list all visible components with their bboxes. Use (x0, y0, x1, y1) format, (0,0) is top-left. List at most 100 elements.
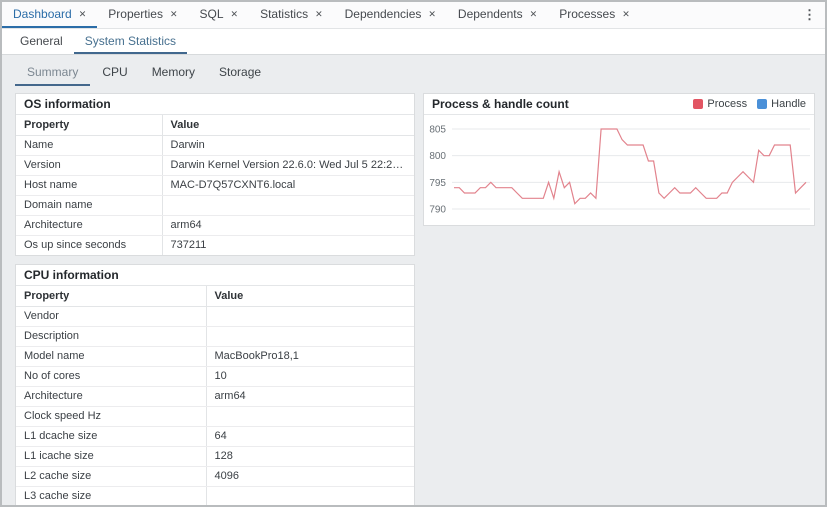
value-cell: 737211 (170, 239, 207, 252)
panels-layout: OS information Property Value Name Darwin Ve… (15, 93, 815, 505)
main-tab-bar: Dashboard ✕ Properties ✕ SQL ✕ Statistics ✕ Depe… (2, 2, 825, 29)
tab-statistics[interactable]: Statistics ✕ (249, 2, 334, 28)
cpu-information-table: Property Value Vendor Description Model name… (16, 286, 414, 505)
tab-dependencies[interactable]: Dependencies ✕ (334, 2, 447, 28)
os-information-title: OS information (24, 97, 111, 111)
legend-item-process[interactable]: Process (693, 98, 747, 110)
tab-label: Properties (108, 7, 163, 21)
legend-label: Handle (771, 98, 806, 110)
chart-legend: Process Handle (693, 98, 806, 110)
os-information-panel: OS information Property Value Name Darwin Ve… (15, 93, 415, 256)
table-row: L3 cache size (16, 486, 414, 505)
value-cell: 128 (206, 446, 414, 467)
y-axis-tick-label: 790 (429, 205, 446, 216)
tab-label: System Statistics (84, 33, 177, 48)
tab-dashboard[interactable]: Dashboard ✕ (2, 2, 98, 28)
table-row: Domain name (16, 195, 414, 216)
value-cell (206, 326, 414, 347)
value-cell (206, 306, 414, 327)
tab-storage[interactable]: Storage (207, 61, 273, 86)
property-cell: Os up since seconds (16, 235, 163, 255)
property-cell: No of cores (16, 366, 207, 387)
close-tab-icon[interactable]: ✕ (230, 8, 239, 19)
close-tab-icon[interactable]: ✕ (622, 8, 630, 19)
property-cell: L1 icache size (16, 446, 207, 467)
left-column: OS information Property Value Name Darwin Ve… (15, 93, 415, 505)
table-row: Vendor (16, 306, 414, 327)
column-header-property: Property (16, 115, 163, 136)
tab-system-statistics[interactable]: System Statistics (73, 29, 188, 54)
dashboard-view-tab-bar: General System Statistics (2, 29, 825, 55)
tab-dependents[interactable]: Dependents ✕ (447, 2, 548, 28)
column-header-value: Value (162, 115, 414, 136)
table-row: Clock speed Hz (16, 406, 414, 427)
tab-sql[interactable]: SQL ✕ (189, 2, 250, 28)
line-chart-svg: 805 800 795 790 (429, 125, 810, 216)
table-row: L2 cache size 4096 (16, 466, 414, 487)
value-cell: 10 (206, 366, 414, 387)
property-cell: Description (16, 326, 207, 347)
close-tab-icon[interactable]: ✕ (315, 8, 323, 19)
table-row: Host name MAC-D7Q57CXNT6.local (16, 175, 414, 196)
os-information-header: OS information (16, 94, 414, 115)
property-cell: Architecture (16, 386, 207, 407)
process-handle-title: Process & handle count (432, 97, 569, 111)
value-cell: arm64 (162, 215, 414, 236)
property-cell: Host name (16, 175, 163, 196)
tab-label: Statistics (260, 7, 309, 21)
process-handle-header: Process & handle count Process Handle (424, 94, 814, 115)
system-statistics-content: Summary CPU Memory Storage OS information P… (2, 55, 825, 505)
close-tab-icon[interactable]: ✕ (428, 8, 436, 19)
tab-label: Dependencies (344, 7, 422, 21)
value-cell (206, 486, 414, 505)
property-cell: L3 cache size (16, 486, 207, 505)
tab-label: Memory (151, 65, 196, 79)
property-cell: Name (16, 135, 163, 156)
column-header-property: Property (16, 286, 207, 307)
close-tab-icon[interactable]: ✕ (78, 8, 87, 19)
right-column: Process & handle count Process Handle 805… (423, 93, 815, 226)
statistics-section-tab-bar: Summary CPU Memory Storage (15, 61, 815, 86)
property-cell: Clock speed Hz (16, 406, 207, 427)
tab-processes[interactable]: Processes ✕ (548, 2, 641, 28)
column-header-value: Value (206, 286, 414, 307)
table-row: Architecture arm64 (16, 386, 414, 407)
y-axis-tick-label: 800 (429, 151, 446, 162)
table-row: Model name MacBookPro18,1 (16, 346, 414, 367)
y-axis-tick-label: 805 (429, 125, 446, 136)
property-cell: L1 dcache size (16, 426, 207, 447)
property-cell: Domain name (16, 195, 163, 216)
os-information-table: Property Value Name Darwin Version Darwin Ker… (16, 115, 414, 255)
table-header-row: Property Value (16, 115, 414, 136)
property-cell: Vendor (16, 306, 207, 327)
table-row: Version Darwin Kernel Version 22.6.0: Wed… (16, 155, 414, 176)
close-tab-icon[interactable]: ✕ (169, 8, 178, 19)
table-row: L1 dcache size 64 (16, 426, 414, 447)
close-tab-icon[interactable]: ✕ (529, 8, 538, 19)
property-cell: Version (16, 155, 163, 176)
value-cell: 4096 (206, 466, 414, 487)
table-row: Name Darwin (16, 135, 414, 156)
table-row: L1 icache size 128 (16, 446, 414, 467)
tab-general[interactable]: General (9, 29, 74, 54)
value-cell: MAC-D7Q57CXNT6.local (162, 175, 414, 196)
tab-memory[interactable]: Memory (140, 61, 207, 86)
tab-summary[interactable]: Summary (15, 61, 91, 86)
process-handle-panel: Process & handle count Process Handle 805… (423, 93, 815, 226)
value-cell (206, 406, 414, 427)
property-cell: Model name (16, 346, 207, 367)
tab-label: General (20, 33, 63, 48)
value-cell: Darwin Kernel Version 22.6.0: Wed Jul 5 … (162, 155, 414, 176)
tab-properties[interactable]: Properties ✕ (97, 2, 188, 28)
tab-label: Storage (219, 65, 262, 79)
kebab-menu-icon[interactable]: ⋮ (803, 7, 816, 22)
legend-item-handle[interactable]: Handle (757, 98, 806, 110)
tab-cpu[interactable]: CPU (90, 61, 139, 86)
tab-label: Summary (27, 65, 79, 79)
value-cell: arm64 (206, 386, 414, 407)
process-handle-chart: 805 800 795 790 (424, 115, 814, 225)
tab-label: Dependents (457, 7, 523, 21)
value-cell (162, 195, 414, 216)
value-cell: 64 (206, 426, 414, 447)
